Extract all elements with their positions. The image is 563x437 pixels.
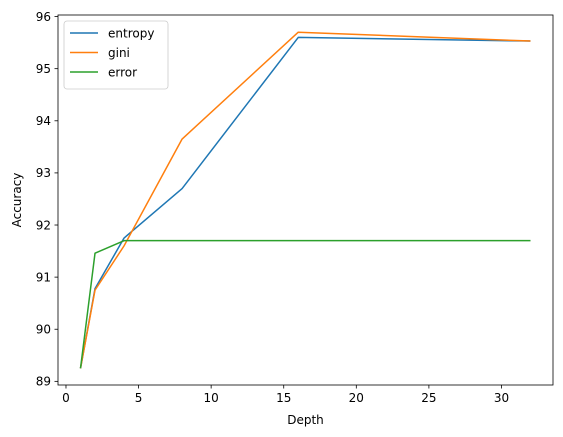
x-tick-label: 20	[349, 391, 364, 405]
axes-frame	[57, 14, 554, 386]
x-tick-label: 25	[421, 391, 436, 405]
y-tick-label: 93	[36, 166, 51, 180]
y-tick-label: 92	[36, 218, 51, 232]
x-axis-label: Depth	[287, 413, 324, 427]
x-tick-label: 15	[276, 391, 291, 405]
x-axis: 0 5 10 15 20 25 30	[62, 385, 509, 405]
series-line-error	[79, 239, 531, 369]
x-tick-label: 30	[494, 391, 509, 405]
legend-label-gini: gini	[108, 46, 130, 60]
series-line-gini	[79, 31, 531, 369]
series-layer	[79, 31, 531, 369]
x-tick-label: 5	[135, 391, 143, 405]
y-tick-label: 96	[36, 10, 51, 24]
legend-label-entropy: entropy	[108, 26, 154, 40]
y-tick-label: 89	[36, 375, 51, 389]
y-tick-label: 94	[36, 114, 51, 128]
y-axis-label: Accuracy	[10, 173, 24, 228]
y-tick-label: 91	[36, 270, 51, 284]
legend-label-error: error	[108, 65, 137, 79]
y-tick-label: 90	[36, 323, 51, 337]
y-tick-label: 95	[36, 62, 51, 76]
x-tick-label: 0	[62, 391, 70, 405]
x-tick-label: 10	[204, 391, 219, 405]
legend: entropy gini error	[63, 20, 169, 90]
y-axis: 89 90 91 92 93 94 95 96	[36, 10, 58, 389]
